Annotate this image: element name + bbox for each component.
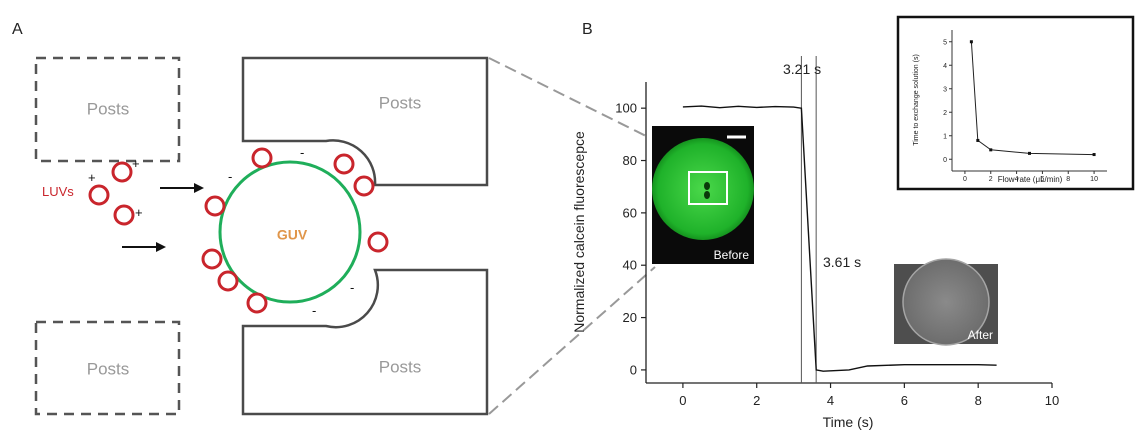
- luv: [204, 195, 226, 217]
- before-label: Before: [714, 248, 750, 262]
- luvs-label: LUVs: [42, 184, 74, 199]
- minus-sign: -: [228, 169, 232, 184]
- dashed-post-bottom: [34, 320, 181, 416]
- guv-membrane: [218, 160, 362, 304]
- luv: [246, 292, 268, 314]
- inset-frame: [896, 15, 1135, 191]
- trap-post-bottom-label: Posts: [379, 357, 422, 376]
- inset-x-tick-label: 4: [1015, 176, 1019, 183]
- trap-wall-top: [241, 56, 489, 187]
- luv: [113, 204, 135, 226]
- x-tick-label: 2: [753, 393, 760, 408]
- inset-data-point: [1028, 151, 1031, 155]
- luv: [367, 231, 389, 253]
- plus-sign: +: [135, 205, 143, 220]
- inset-x-ticks: 0 2 4 6 8 10: [963, 171, 1098, 183]
- y-tick-label: 20: [623, 310, 637, 325]
- inset-data-point: [1092, 153, 1096, 157]
- luv: [353, 175, 375, 197]
- plus-sign: +: [132, 156, 140, 171]
- inset-x-tick-label: 6: [1040, 176, 1044, 183]
- before-image: Before: [652, 126, 754, 264]
- inset-y-tick-label: 5: [943, 39, 947, 46]
- inset-y-label: Time to exchange solution (s): [913, 54, 920, 146]
- inset-axes: [951, 30, 1107, 172]
- after-label: After: [968, 328, 993, 342]
- main-chart-axes: [645, 82, 1052, 384]
- y-tick-label: 40: [623, 258, 637, 273]
- trap-post-top-label: Posts: [379, 93, 422, 112]
- fluorescence-series-line: [682, 105, 997, 372]
- inset-points: [969, 40, 1096, 157]
- trap-wall-bottom: [241, 268, 489, 416]
- luv: [217, 270, 239, 292]
- zoom-line-top: [488, 57, 649, 138]
- dashed-post-bottom-label: Posts: [87, 359, 130, 378]
- panel-a: A Posts Posts Posts Posts GUV: [12, 21, 656, 416]
- zoom-line-bottom: [488, 266, 656, 415]
- inset-y-tick-label: 1: [943, 133, 947, 140]
- charges: + + + - - - -: [88, 145, 354, 318]
- panel-b-label: B: [582, 21, 593, 38]
- luv: [111, 161, 133, 183]
- inset-chart: 0 2 4 6 8 10 0 1 2 3 4 5 Flow rate (μL/min) Time t…: [896, 15, 1135, 191]
- guv-label: GUV: [277, 227, 308, 243]
- plus-sign: +: [88, 170, 96, 185]
- y-tick-label: 60: [623, 205, 637, 220]
- y-ticks: 0 20 40 60 80 100: [615, 101, 646, 377]
- inset-y-tick-label: 0: [943, 157, 947, 164]
- x-tick-label: 4: [827, 393, 834, 408]
- x-ticks: 0 2 4 6 8 10: [679, 383, 1059, 408]
- inset-y-tick-label: 2: [943, 110, 947, 117]
- inset-x-tick-label: 0: [963, 176, 967, 183]
- annotation-3-61s: 3.61 s: [823, 254, 861, 270]
- x-tick-label: 0: [679, 393, 686, 408]
- luv: [88, 184, 110, 206]
- x-axis-label: Time (s): [823, 414, 874, 430]
- minus-sign: -: [300, 145, 304, 160]
- bound-luvs: [201, 147, 389, 314]
- inset-x-tick-label: 10: [1090, 176, 1098, 183]
- y-axis-label: Normalized calcein fluorescepce: [571, 131, 587, 333]
- dashed-post-top: [34, 56, 181, 163]
- luv: [251, 147, 273, 169]
- panel-a-label: A: [12, 21, 23, 38]
- y-tick-label: 100: [615, 101, 637, 116]
- inset-data-point: [976, 138, 980, 142]
- flow-arrows: [122, 183, 204, 252]
- y-tick-label: 80: [623, 153, 637, 168]
- inset-y-tick-label: 4: [943, 63, 947, 70]
- inset-data-point: [989, 148, 993, 152]
- x-tick-label: 10: [1045, 393, 1059, 408]
- inset-x-tick-label: 2: [989, 176, 993, 183]
- inset-x-label: Flow rate (μL/min): [998, 175, 1063, 184]
- inset-data-point: [969, 40, 973, 44]
- after-image: After: [894, 258, 998, 346]
- x-tick-label: 8: [975, 393, 982, 408]
- luv: [201, 248, 223, 270]
- inset-x-tick-label: 8: [1066, 176, 1070, 183]
- minus-sign: -: [312, 303, 316, 318]
- roi-box: [688, 171, 728, 205]
- annotation-3-21s: 3.21 s: [783, 61, 821, 77]
- inset-y-tick-label: 3: [943, 86, 947, 93]
- y-tick-label: 0: [630, 362, 637, 377]
- dashed-post-top-label: Posts: [87, 99, 130, 118]
- luv: [333, 153, 355, 175]
- free-luvs: [88, 161, 135, 226]
- x-tick-label: 6: [901, 393, 908, 408]
- inset-y-ticks: 0 1 2 3 4 5: [943, 39, 952, 164]
- minus-sign: -: [350, 280, 354, 295]
